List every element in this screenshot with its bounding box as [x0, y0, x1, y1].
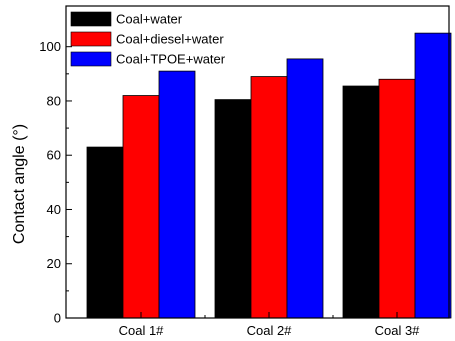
bar-2-2: [250, 76, 288, 319]
bar-2-3: [378, 78, 416, 319]
y-tick-label-80: 80: [47, 93, 61, 108]
bar-3-3: [414, 32, 452, 319]
bars-layer: [86, 32, 452, 319]
x-tick-label-2: Coal 2#: [247, 323, 293, 338]
y-tick-label-60: 60: [47, 148, 61, 163]
x-tick-label-3: Coal 3#: [375, 323, 421, 338]
y-tick-label-20: 20: [47, 256, 61, 271]
legend-label-1: Coal+water: [116, 12, 183, 27]
bar-1-1: [86, 146, 124, 319]
y-tick-label-40: 40: [47, 202, 61, 217]
y-tick-label-0: 0: [54, 311, 61, 326]
plot-frame: [65, 5, 450, 319]
y-axis-title: Contact angle (°): [11, 124, 28, 244]
legend-swatch-2: [70, 31, 112, 47]
y-tick-label-100: 100: [39, 39, 61, 54]
x-tick-label-1: Coal 1#: [119, 323, 165, 338]
bar-2-1: [122, 95, 160, 319]
bar-1-2: [214, 99, 252, 319]
legend-swatch-3: [70, 51, 112, 67]
legend-swatch-1: [70, 11, 112, 27]
axis-layer: 0 20 40 60 80 100 Coal 1# Coal 2# Coal 3#: [39, 5, 450, 338]
legend-label-2: Coal+diesel+water: [116, 32, 224, 47]
bar-3-2: [286, 58, 324, 319]
legend: Coal+water Coal+diesel+water Coal+TPOE+wat…: [70, 11, 226, 67]
legend-label-3: Coal+TPOE+water: [116, 52, 226, 67]
bar-1-3: [342, 85, 380, 319]
bar-3-1: [158, 70, 196, 319]
